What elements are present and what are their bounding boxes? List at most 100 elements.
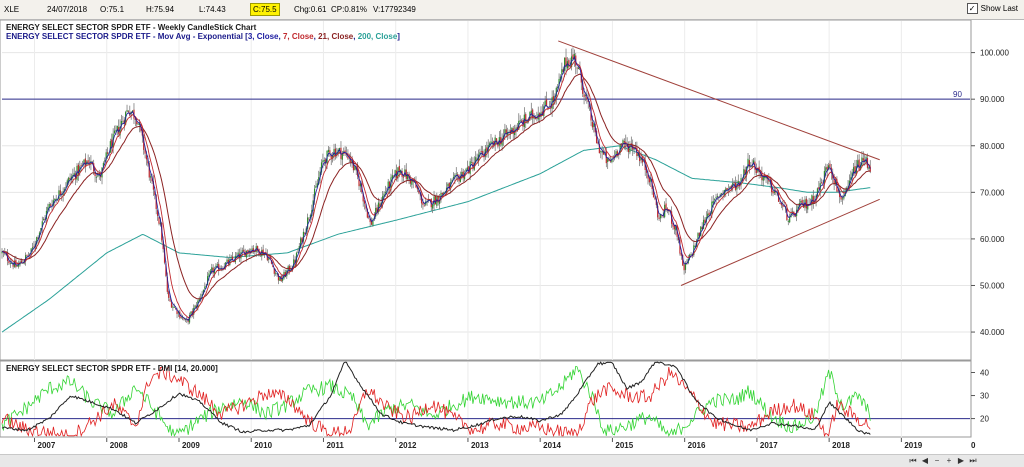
candle bbox=[432, 204, 434, 214]
candle-body bbox=[411, 178, 413, 185]
candle-body bbox=[261, 249, 263, 257]
candle-body bbox=[48, 204, 50, 208]
candle-body bbox=[629, 144, 631, 153]
candle-body bbox=[564, 57, 566, 71]
candle bbox=[48, 202, 50, 212]
scroll-first-icon[interactable]: ⏮ bbox=[909, 456, 917, 465]
candle bbox=[41, 216, 43, 233]
candle-body bbox=[470, 162, 473, 164]
horizontal-scrollbar[interactable]: ⏮ ◀ − + ▶ ⏭ bbox=[0, 454, 1024, 467]
chart-area[interactable]: 40.000 50.000 60.000 70.000 80.000 90.000 100.… bbox=[0, 20, 1024, 454]
candle-body bbox=[586, 94, 588, 100]
candle-body bbox=[582, 82, 584, 94]
candle bbox=[332, 152, 334, 163]
candle-body bbox=[747, 158, 749, 168]
candle-body bbox=[852, 167, 855, 173]
candle-body bbox=[327, 149, 330, 153]
candle-body bbox=[229, 258, 231, 266]
candle bbox=[8, 257, 10, 266]
candle-body bbox=[850, 177, 852, 181]
scroll-last-icon[interactable]: ⏭ bbox=[969, 456, 977, 465]
scroll-right-icon[interactable]: ▶ bbox=[957, 456, 965, 465]
candle bbox=[625, 134, 627, 151]
candle bbox=[694, 243, 696, 248]
candle-body bbox=[370, 221, 373, 225]
candle bbox=[470, 156, 473, 164]
candle-body bbox=[73, 173, 75, 176]
candle bbox=[616, 149, 619, 158]
candle-body bbox=[801, 200, 803, 204]
candle bbox=[307, 213, 309, 233]
candle bbox=[304, 231, 306, 235]
candle-body bbox=[83, 159, 85, 165]
dmi-tick-label: 40 bbox=[980, 369, 989, 378]
candle-body bbox=[479, 152, 481, 155]
candle-body bbox=[868, 167, 870, 169]
candle-body bbox=[698, 232, 700, 237]
x-tick-label: 2008 bbox=[110, 441, 128, 450]
candle-body bbox=[252, 248, 255, 252]
candle-body bbox=[837, 190, 839, 192]
candle-body bbox=[780, 202, 782, 206]
candle-body bbox=[568, 60, 570, 68]
candle-body bbox=[541, 111, 544, 116]
candle-body bbox=[323, 160, 325, 162]
candle-body bbox=[857, 160, 859, 167]
candle-body bbox=[547, 107, 549, 110]
candle-body bbox=[279, 276, 281, 281]
ema-3-path bbox=[1, 55, 871, 322]
candle-body bbox=[158, 217, 160, 224]
show-last-toggle[interactable]: ✓ Show Last bbox=[966, 3, 1018, 14]
candle bbox=[316, 179, 318, 188]
candle-body bbox=[76, 165, 78, 181]
candle bbox=[751, 159, 753, 169]
candle-body bbox=[144, 150, 146, 154]
candle-body bbox=[257, 246, 259, 250]
candle bbox=[80, 162, 82, 171]
candle-body bbox=[557, 86, 559, 88]
candle-body bbox=[137, 123, 139, 125]
candle bbox=[344, 146, 346, 157]
candle-body bbox=[818, 187, 820, 190]
candle-body bbox=[766, 174, 769, 180]
candle-body bbox=[116, 125, 118, 131]
candle-body bbox=[576, 67, 578, 69]
candle bbox=[812, 189, 814, 209]
zoom-out-icon[interactable]: − bbox=[934, 456, 940, 465]
candle-body bbox=[175, 307, 177, 309]
ma-legend-sep-3: , bbox=[353, 32, 357, 41]
candle-body bbox=[829, 163, 831, 168]
candle bbox=[587, 92, 589, 109]
candle-body bbox=[232, 256, 234, 260]
candle-body bbox=[583, 94, 585, 98]
candle bbox=[630, 136, 632, 151]
candle-body bbox=[697, 233, 699, 242]
candle bbox=[26, 254, 28, 259]
candle-body bbox=[658, 217, 660, 219]
show-last-checkbox[interactable]: ✓ bbox=[966, 3, 978, 14]
candle-body bbox=[743, 169, 745, 179]
candle bbox=[261, 246, 263, 261]
candle bbox=[452, 172, 455, 180]
candle-body bbox=[645, 168, 648, 173]
candle-body bbox=[509, 130, 512, 134]
candle-body bbox=[97, 175, 99, 177]
candle-body bbox=[782, 205, 784, 207]
candle bbox=[54, 198, 56, 207]
candle-body bbox=[765, 176, 767, 179]
candle-body bbox=[489, 143, 491, 146]
candle-body bbox=[525, 114, 527, 122]
ma-legend-200: 200, Close bbox=[358, 32, 398, 41]
candle-body bbox=[552, 96, 555, 102]
candle-body bbox=[607, 157, 609, 163]
candle bbox=[629, 140, 631, 155]
candle-body bbox=[721, 193, 723, 195]
candle-body bbox=[562, 69, 564, 72]
candle-body bbox=[572, 54, 574, 60]
candle-body bbox=[358, 176, 360, 187]
scroll-left-icon[interactable]: ◀ bbox=[921, 456, 929, 465]
candle-body bbox=[534, 117, 537, 120]
candle bbox=[184, 318, 186, 323]
zoom-in-icon[interactable]: + bbox=[946, 456, 952, 465]
candle-body bbox=[300, 238, 302, 247]
